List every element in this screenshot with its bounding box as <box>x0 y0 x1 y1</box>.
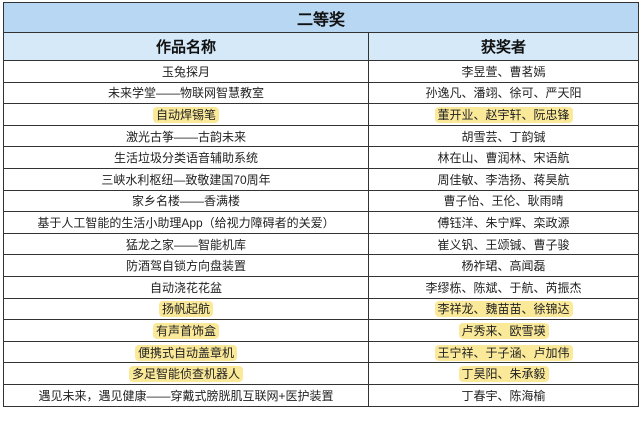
table-row: 有声首饰盒 卢秀来、欧雪瑛 <box>3 319 640 342</box>
cell-work: 多足智能侦查机器人 <box>3 362 369 385</box>
winners-text: 曹子怡、王伦、耿雨晴 <box>443 194 564 209</box>
winners-text: 丁昊阳、朱承毅 <box>458 366 549 383</box>
cell-work: 未来学堂——物联网智慧教室 <box>3 81 369 105</box>
cell-winners: 傅钰洋、朱宁辉、栾政源 <box>367 211 640 234</box>
table-row: 玉兔探月 李昱萱、曹茗嫣 <box>3 60 640 83</box>
cell-winners: 周佳敏、李浩扬、蒋昊航 <box>367 167 640 191</box>
cell-winners: 李祥龙、魏苗苗、徐锦达 <box>367 297 640 321</box>
work-text: 激光古筝——古韵未来 <box>125 129 246 144</box>
cell-winners: 曹子怡、王伦、耿雨晴 <box>367 189 640 213</box>
winners-text: 孙逸凡、潘翊、徐可、严天阳 <box>425 86 582 101</box>
cell-winners: 李昱萱、曹茗嫣 <box>367 60 640 83</box>
cell-winners: 丁昊阳、朱承毅 <box>367 362 640 385</box>
table-row: 多足智能侦查机器人 丁昊阳、朱承毅 <box>3 362 640 385</box>
table-row: 猛龙之家——智能机库 崔义钒、王颂铖、曹子骏 <box>3 232 640 256</box>
table-row: 防酒驾自锁方向盘装置 杨祚珺、高闻磊 <box>3 254 640 277</box>
table-row: 三峡水利枢纽—致敬建国70周年 周佳敏、李浩扬、蒋昊航 <box>3 167 640 191</box>
winners-text: 李祥龙、魏苗苗、徐锦达 <box>434 301 573 318</box>
work-text: 自动焊锡笔 <box>152 106 219 123</box>
cell-work: 生活垃圾分类语音辅助系统 <box>3 146 369 169</box>
winners-text: 卢秀来、欧雪瑛 <box>458 322 549 339</box>
winners-text: 傅钰洋、朱宁辉、栾政源 <box>437 215 570 230</box>
work-text: 多足智能侦查机器人 <box>128 366 243 383</box>
table-title: 二等奖 <box>2 2 640 33</box>
cell-work: 基于人工智能的生活小助理App（给视力障碍者的关爱） <box>3 211 369 234</box>
column-header-winners: 获奖者 <box>367 32 640 61</box>
table-row: 遇见未来，遇见健康——穿戴式膀胱肌互联网+医护装置 丁春宇、陈海榆 <box>3 383 640 407</box>
winners-text: 李缪栋、陈斌、于航、芮振杰 <box>425 280 582 295</box>
table-row: 便携式自动盖章机 王宁祥、于子涵、卢加伟 <box>3 340 640 364</box>
cell-winners: 崔义钒、王颂铖、曹子骏 <box>367 232 640 256</box>
cell-work: 玉兔探月 <box>3 60 369 83</box>
table-row: 自动焊锡笔 董开业、赵宇轩、阮忠锋 <box>3 103 640 126</box>
winners-text: 崔义钒、王颂铖、曹子骏 <box>437 237 570 252</box>
winners-text: 李昱萱、曹茗嫣 <box>461 64 546 79</box>
cell-winners: 董开业、赵宇轩、阮忠锋 <box>367 103 640 126</box>
cell-work: 家乡名楼——香满楼 <box>3 189 369 213</box>
work-text: 遇见未来，遇见健康——穿戴式膀胱肌互联网+医护装置 <box>38 388 334 403</box>
work-text: 自动浇花花盆 <box>149 280 222 295</box>
cell-work: 便携式自动盖章机 <box>3 340 369 364</box>
work-text: 基于人工智能的生活小助理App（给视力障碍者的关爱） <box>37 215 335 230</box>
cell-work: 自动焊锡笔 <box>3 103 369 126</box>
winners-text: 丁春宇、陈海榆 <box>461 388 546 403</box>
table-row: 基于人工智能的生活小助理App（给视力障碍者的关爱） 傅钰洋、朱宁辉、栾政源 <box>3 211 640 234</box>
winners-text: 王宁祥、于子涵、卢加伟 <box>434 344 573 361</box>
table-row: 未来学堂——物联网智慧教室 孙逸凡、潘翊、徐可、严天阳 <box>3 81 640 105</box>
cell-winners: 林在山、曹润林、宋语航 <box>367 146 640 169</box>
cell-work: 猛龙之家——智能机库 <box>3 232 369 256</box>
cell-winners: 卢秀来、欧雪瑛 <box>367 319 640 342</box>
cell-winners: 王宁祥、于子涵、卢加伟 <box>367 340 640 364</box>
table-row: 家乡名楼——香满楼 曹子怡、王伦、耿雨晴 <box>3 189 640 213</box>
cell-work: 遇见未来，遇见健康——穿戴式膀胱肌互联网+医护装置 <box>3 383 369 407</box>
winners-text: 周佳敏、李浩扬、蒋昊航 <box>437 172 570 187</box>
work-text: 未来学堂——物联网智慧教室 <box>107 86 264 101</box>
work-text: 防酒驾自锁方向盘装置 <box>125 259 246 274</box>
cell-work: 防酒驾自锁方向盘装置 <box>3 254 369 277</box>
winners-text: 杨祚珺、高闻磊 <box>461 259 546 274</box>
work-text: 三峡水利枢纽—致敬建国70周年 <box>101 172 271 187</box>
cell-winners: 孙逸凡、潘翊、徐可、严天阳 <box>367 81 640 105</box>
table-row: 自动浇花花盆 李缪栋、陈斌、于航、芮振杰 <box>3 275 640 299</box>
cell-work: 三峡水利枢纽—致敬建国70周年 <box>3 167 369 191</box>
cell-work: 扬帆起航 <box>3 297 369 321</box>
work-text: 便携式自动盖章机 <box>134 344 237 361</box>
column-header-work: 作品名称 <box>3 32 369 61</box>
work-text: 玉兔探月 <box>161 64 210 79</box>
cell-work: 有声首饰盒 <box>3 319 369 342</box>
winners-text: 林在山、曹润林、宋语航 <box>437 151 570 166</box>
cell-winners: 杨祚珺、高闻磊 <box>367 254 640 277</box>
table-row: 生活垃圾分类语音辅助系统 林在山、曹润林、宋语航 <box>3 146 640 169</box>
work-text: 猛龙之家——智能机库 <box>125 237 246 252</box>
award-table: 二等奖 作品名称 获奖者 玉兔探月 李昱萱、曹茗嫣未来学堂——物联网智慧教室 孙逸凡… <box>2 2 640 407</box>
table-row: 激光古筝——古韵未来 胡雪芸、丁韵铖 <box>3 124 640 148</box>
work-text: 生活垃圾分类语音辅助系统 <box>113 151 258 166</box>
work-text: 有声首饰盒 <box>152 322 219 339</box>
cell-winners: 丁春宇、陈海榆 <box>367 383 640 407</box>
winners-text: 董开业、赵宇轩、阮忠锋 <box>434 106 573 123</box>
work-text: 扬帆起航 <box>158 301 213 318</box>
cell-winners: 李缪栋、陈斌、于航、芮振杰 <box>367 275 640 299</box>
cell-winners: 胡雪芸、丁韵铖 <box>367 124 640 148</box>
cell-work: 激光古筝——古韵未来 <box>3 124 369 148</box>
work-text: 家乡名楼——香满楼 <box>131 194 240 209</box>
cell-work: 自动浇花花盆 <box>3 275 369 299</box>
table-row: 扬帆起航 李祥龙、魏苗苗、徐锦达 <box>3 297 640 321</box>
winners-text: 胡雪芸、丁韵铖 <box>461 129 546 144</box>
